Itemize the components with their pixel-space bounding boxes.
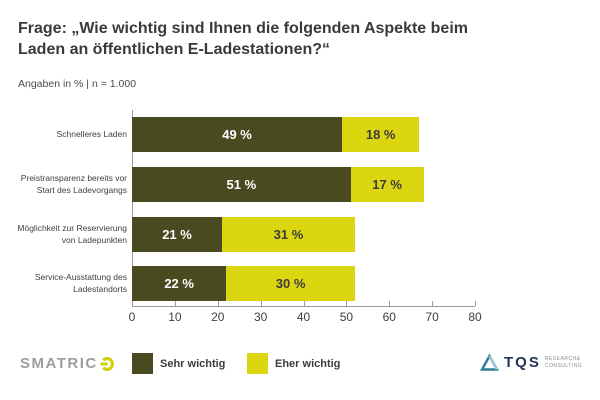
legend-item-sehr-wichtig: Sehr wichtig (132, 353, 225, 374)
tqs-triangle-icon (479, 353, 500, 372)
x-axis-tick-label: 60 (382, 310, 396, 324)
bar-value-label: 51 % (226, 177, 257, 192)
category-label: Service-Ausstattung des Ladestandorts (34, 272, 127, 294)
chart-subtitle: Angaben in % | n = 1.000 (18, 78, 137, 90)
bar-value-label: 18 % (365, 127, 396, 142)
x-axis-tick-label: 0 (128, 310, 136, 324)
bar-segment: 18 % (342, 117, 420, 152)
bar-segment: 17 % (350, 167, 424, 202)
x-axis-tick-label: 70 (425, 310, 439, 324)
x-axis-tick (260, 301, 262, 306)
category-label: Möglichkeit zur Reservierung von Ladepun… (17, 223, 127, 245)
bar-value-label: 30 % (275, 276, 306, 291)
legend-item-eher-wichtig: Eher wichtig (247, 353, 340, 374)
page-title: Frage: „Wie wichtig sind Ihnen die folge… (18, 20, 468, 59)
x-axis-tick (432, 301, 434, 306)
tqs-tagline: RESEARCH& CONSULTING (544, 356, 583, 369)
smatrics-s-icon (99, 356, 115, 372)
legend-label: Sehr wichtig (160, 357, 226, 370)
x-axis-tick (303, 301, 305, 306)
bar-segment: 30 % (226, 266, 355, 301)
bar-segment: 31 % (222, 217, 355, 252)
legend-swatch-sehr-wichtig (132, 353, 153, 374)
bar-value-label: 31 % (273, 227, 304, 242)
legend-label: Eher wichtig (275, 357, 341, 370)
bar-value-label: 49 % (222, 127, 252, 142)
x-axis-tick-label: 50 (339, 310, 354, 324)
bar-value-label: 21 % (162, 227, 192, 242)
y-axis-line (132, 110, 133, 306)
bar-value-label: 22 % (164, 276, 194, 291)
x-axis-tick-label: 10 (168, 310, 182, 324)
category-label: Schnelleres Laden (56, 128, 127, 139)
x-axis-tick (132, 301, 133, 306)
x-axis-tick-label: 30 (253, 310, 268, 324)
x-axis-tick (217, 301, 219, 306)
bar-segment: 51 % (132, 167, 351, 202)
tqs-logo: TQS RESEARCH& CONSULTING (479, 353, 582, 372)
x-axis-tick-label: 40 (296, 310, 311, 324)
x-axis-tick-label: 80 (468, 310, 482, 324)
category-label: Preistransparenz bereits vor Start des L… (20, 173, 127, 195)
bar-segment: 49 % (132, 117, 343, 152)
x-axis-tick (174, 301, 176, 306)
x-axis-tick (346, 301, 348, 306)
x-axis-tick-label: 20 (211, 310, 225, 324)
x-axis-line (132, 306, 475, 307)
bar-segment: 21 % (132, 217, 223, 252)
legend-swatch-eher-wichtig (247, 353, 268, 374)
smatrics-logo: SMATRIC (20, 355, 115, 372)
x-axis-tick (389, 301, 391, 306)
smatrics-logo-text: SMATRIC (20, 355, 98, 372)
x-axis-tick (475, 301, 476, 306)
bar-value-label: 17 % (372, 177, 402, 192)
tqs-logo-text: TQS (504, 354, 541, 371)
bar-segment: 22 % (132, 266, 227, 301)
